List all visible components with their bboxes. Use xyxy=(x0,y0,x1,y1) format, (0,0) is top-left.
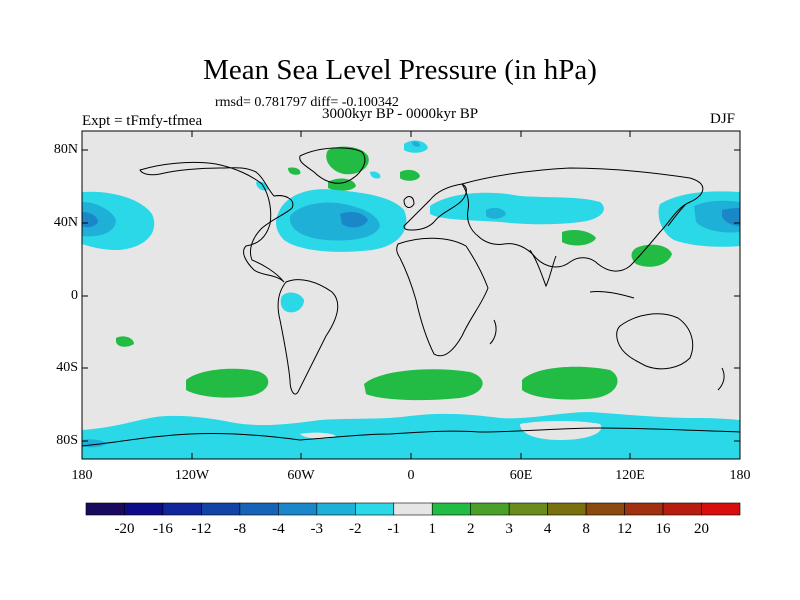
field-blue xyxy=(722,208,740,226)
colorbar-label: -3 xyxy=(310,521,324,537)
field-blue xyxy=(694,200,740,233)
colorbar-swatch xyxy=(162,502,202,516)
colorbar-label: 8 xyxy=(582,521,590,537)
field-neutral xyxy=(300,432,336,439)
field-cyan xyxy=(280,292,304,313)
coast-south-america xyxy=(277,279,339,395)
period-label: 3000kyr BP - 0000kyr BP xyxy=(322,106,479,122)
colorbar-swatch xyxy=(547,502,587,516)
anomaly-fields xyxy=(82,140,740,459)
coast-greenland xyxy=(299,147,366,184)
colorbar-swatch xyxy=(431,502,472,516)
season-label: DJF xyxy=(710,111,736,127)
colorbar-swatch xyxy=(470,502,510,516)
lon-label: 60W xyxy=(287,468,315,483)
coast-japan xyxy=(667,203,687,227)
colorbar-label: 2 xyxy=(466,521,475,537)
lon-label: 0 xyxy=(407,468,415,483)
colorbar-label: -2 xyxy=(349,521,362,537)
lat-label: 0 xyxy=(71,288,78,303)
coast-asia xyxy=(461,167,704,272)
field-green xyxy=(328,178,356,191)
field-blue xyxy=(412,141,420,147)
field-blue xyxy=(340,212,368,228)
lon-label: 60E xyxy=(509,468,533,483)
colorbar-label: -16 xyxy=(152,521,173,537)
colorbar-label: -12 xyxy=(191,521,212,537)
colorbar-swatch xyxy=(278,502,318,516)
colorbar-label: -4 xyxy=(272,521,285,537)
field-green xyxy=(631,244,672,267)
colorbar-swatch xyxy=(316,502,356,516)
field-green xyxy=(562,230,596,246)
field-green xyxy=(288,167,301,175)
axis-ticks xyxy=(82,131,740,459)
stats-label: rmsd= 0.781797 diff= -0.100342 xyxy=(215,95,399,110)
lon-label: 180 xyxy=(729,468,751,483)
colorbar xyxy=(85,502,741,516)
colorbar-label: -8 xyxy=(233,521,247,537)
coast-india xyxy=(529,249,557,288)
coast-north-america xyxy=(139,161,294,283)
field-green xyxy=(186,368,269,398)
field-green xyxy=(326,146,369,175)
lat-label: 80S xyxy=(56,433,78,448)
field-cyan xyxy=(82,412,740,459)
colorbar-swatch xyxy=(508,502,548,516)
field-green xyxy=(522,366,618,400)
colorbar-label: 1 xyxy=(428,521,436,537)
field-blue xyxy=(289,202,380,241)
coast-australia xyxy=(616,313,694,370)
colorbar-swatch xyxy=(624,502,664,516)
coastlines xyxy=(81,147,741,447)
lon-label: 120W xyxy=(174,468,210,483)
experiment-label: Expt = tFmfy-tfmea xyxy=(82,113,203,129)
coast-antarctica xyxy=(81,427,741,447)
field-green xyxy=(400,169,420,181)
colorbar-swatch xyxy=(124,502,164,516)
colorbar-label: 3 xyxy=(505,521,513,537)
lat-label: 40S xyxy=(56,360,78,375)
field-cyan xyxy=(370,171,381,179)
lat-label: 80N xyxy=(53,142,78,157)
lon-label: 120E xyxy=(615,468,645,483)
coast-new-zealand xyxy=(717,367,725,391)
colorbar-swatch xyxy=(85,502,125,516)
lat-label: 40N xyxy=(53,215,78,230)
field-cyan xyxy=(430,192,604,225)
lon-label: 180 xyxy=(71,468,93,483)
field-blue xyxy=(486,207,506,219)
field-green xyxy=(116,336,134,347)
colorbar-swatch xyxy=(239,502,279,516)
coast-indonesia xyxy=(589,291,635,299)
coast-europe xyxy=(403,183,467,231)
field-blue xyxy=(82,202,116,237)
colorbar-label: -1 xyxy=(387,521,401,537)
field-green xyxy=(364,369,483,401)
colorbar-label: 20 xyxy=(694,521,710,537)
colorbar-label: 4 xyxy=(543,521,552,537)
colorbar-swatch xyxy=(393,502,433,516)
map-title: Mean Sea Level Pressure (in hPa) xyxy=(203,54,597,86)
field-neutral xyxy=(520,421,602,440)
coast-africa xyxy=(396,237,489,357)
colorbar-swatch xyxy=(662,502,702,516)
coast-uk xyxy=(403,196,415,208)
colorbar-swatch xyxy=(354,502,395,516)
colorbar-swatch xyxy=(201,502,241,516)
colorbar-label: -20 xyxy=(114,521,135,537)
colorbar-label: 16 xyxy=(655,521,671,537)
coast-madagascar xyxy=(489,319,497,345)
map-background xyxy=(82,131,740,459)
colorbar-swatch xyxy=(701,502,741,516)
colorbar-swatch xyxy=(585,502,625,516)
colorbar-label: 12 xyxy=(617,521,633,537)
